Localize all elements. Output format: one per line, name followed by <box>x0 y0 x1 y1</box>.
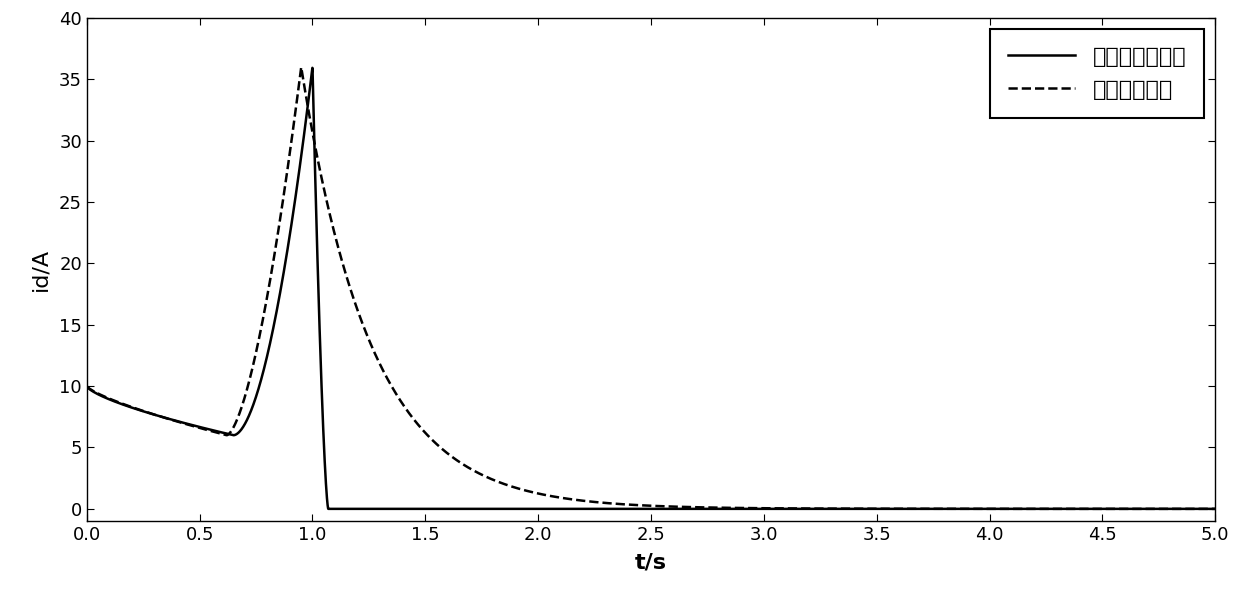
解耦滑模自适应 <box>84 387 99 394</box>
普通滑模控制 <box>79 383 94 390</box>
解耦滑模自适应 <box>1208 506 1223 513</box>
普通滑模控制 <box>146 411 161 418</box>
普通滑模控制 <box>300 105 315 112</box>
解耦滑模自适应 <box>79 383 94 390</box>
解耦滑模自适应 <box>321 506 336 513</box>
Line: 解耦滑模自适应: 解耦滑模自适应 <box>87 68 1215 509</box>
解耦滑模自适应 <box>1148 506 1163 513</box>
普通滑模控制 <box>294 63 309 71</box>
X-axis label: t/s: t/s <box>635 552 667 572</box>
Legend: 解耦滑模自适应, 普通滑模控制: 解耦滑模自适应, 普通滑模控制 <box>991 29 1204 118</box>
解耦滑模自适应 <box>300 100 315 107</box>
普通滑模控制 <box>126 404 141 412</box>
普通滑模控制 <box>631 501 646 509</box>
普通滑模控制 <box>1208 506 1223 513</box>
解耦滑模自适应 <box>126 404 141 412</box>
普通滑模控制 <box>1148 506 1163 513</box>
Line: 普通滑模控制: 普通滑模控制 <box>87 67 1215 509</box>
解耦滑模自适应 <box>631 506 646 513</box>
Y-axis label: id/A: id/A <box>31 248 51 291</box>
解耦滑模自适应 <box>305 64 320 71</box>
普通滑模控制 <box>84 386 99 394</box>
解耦滑模自适应 <box>146 411 161 418</box>
